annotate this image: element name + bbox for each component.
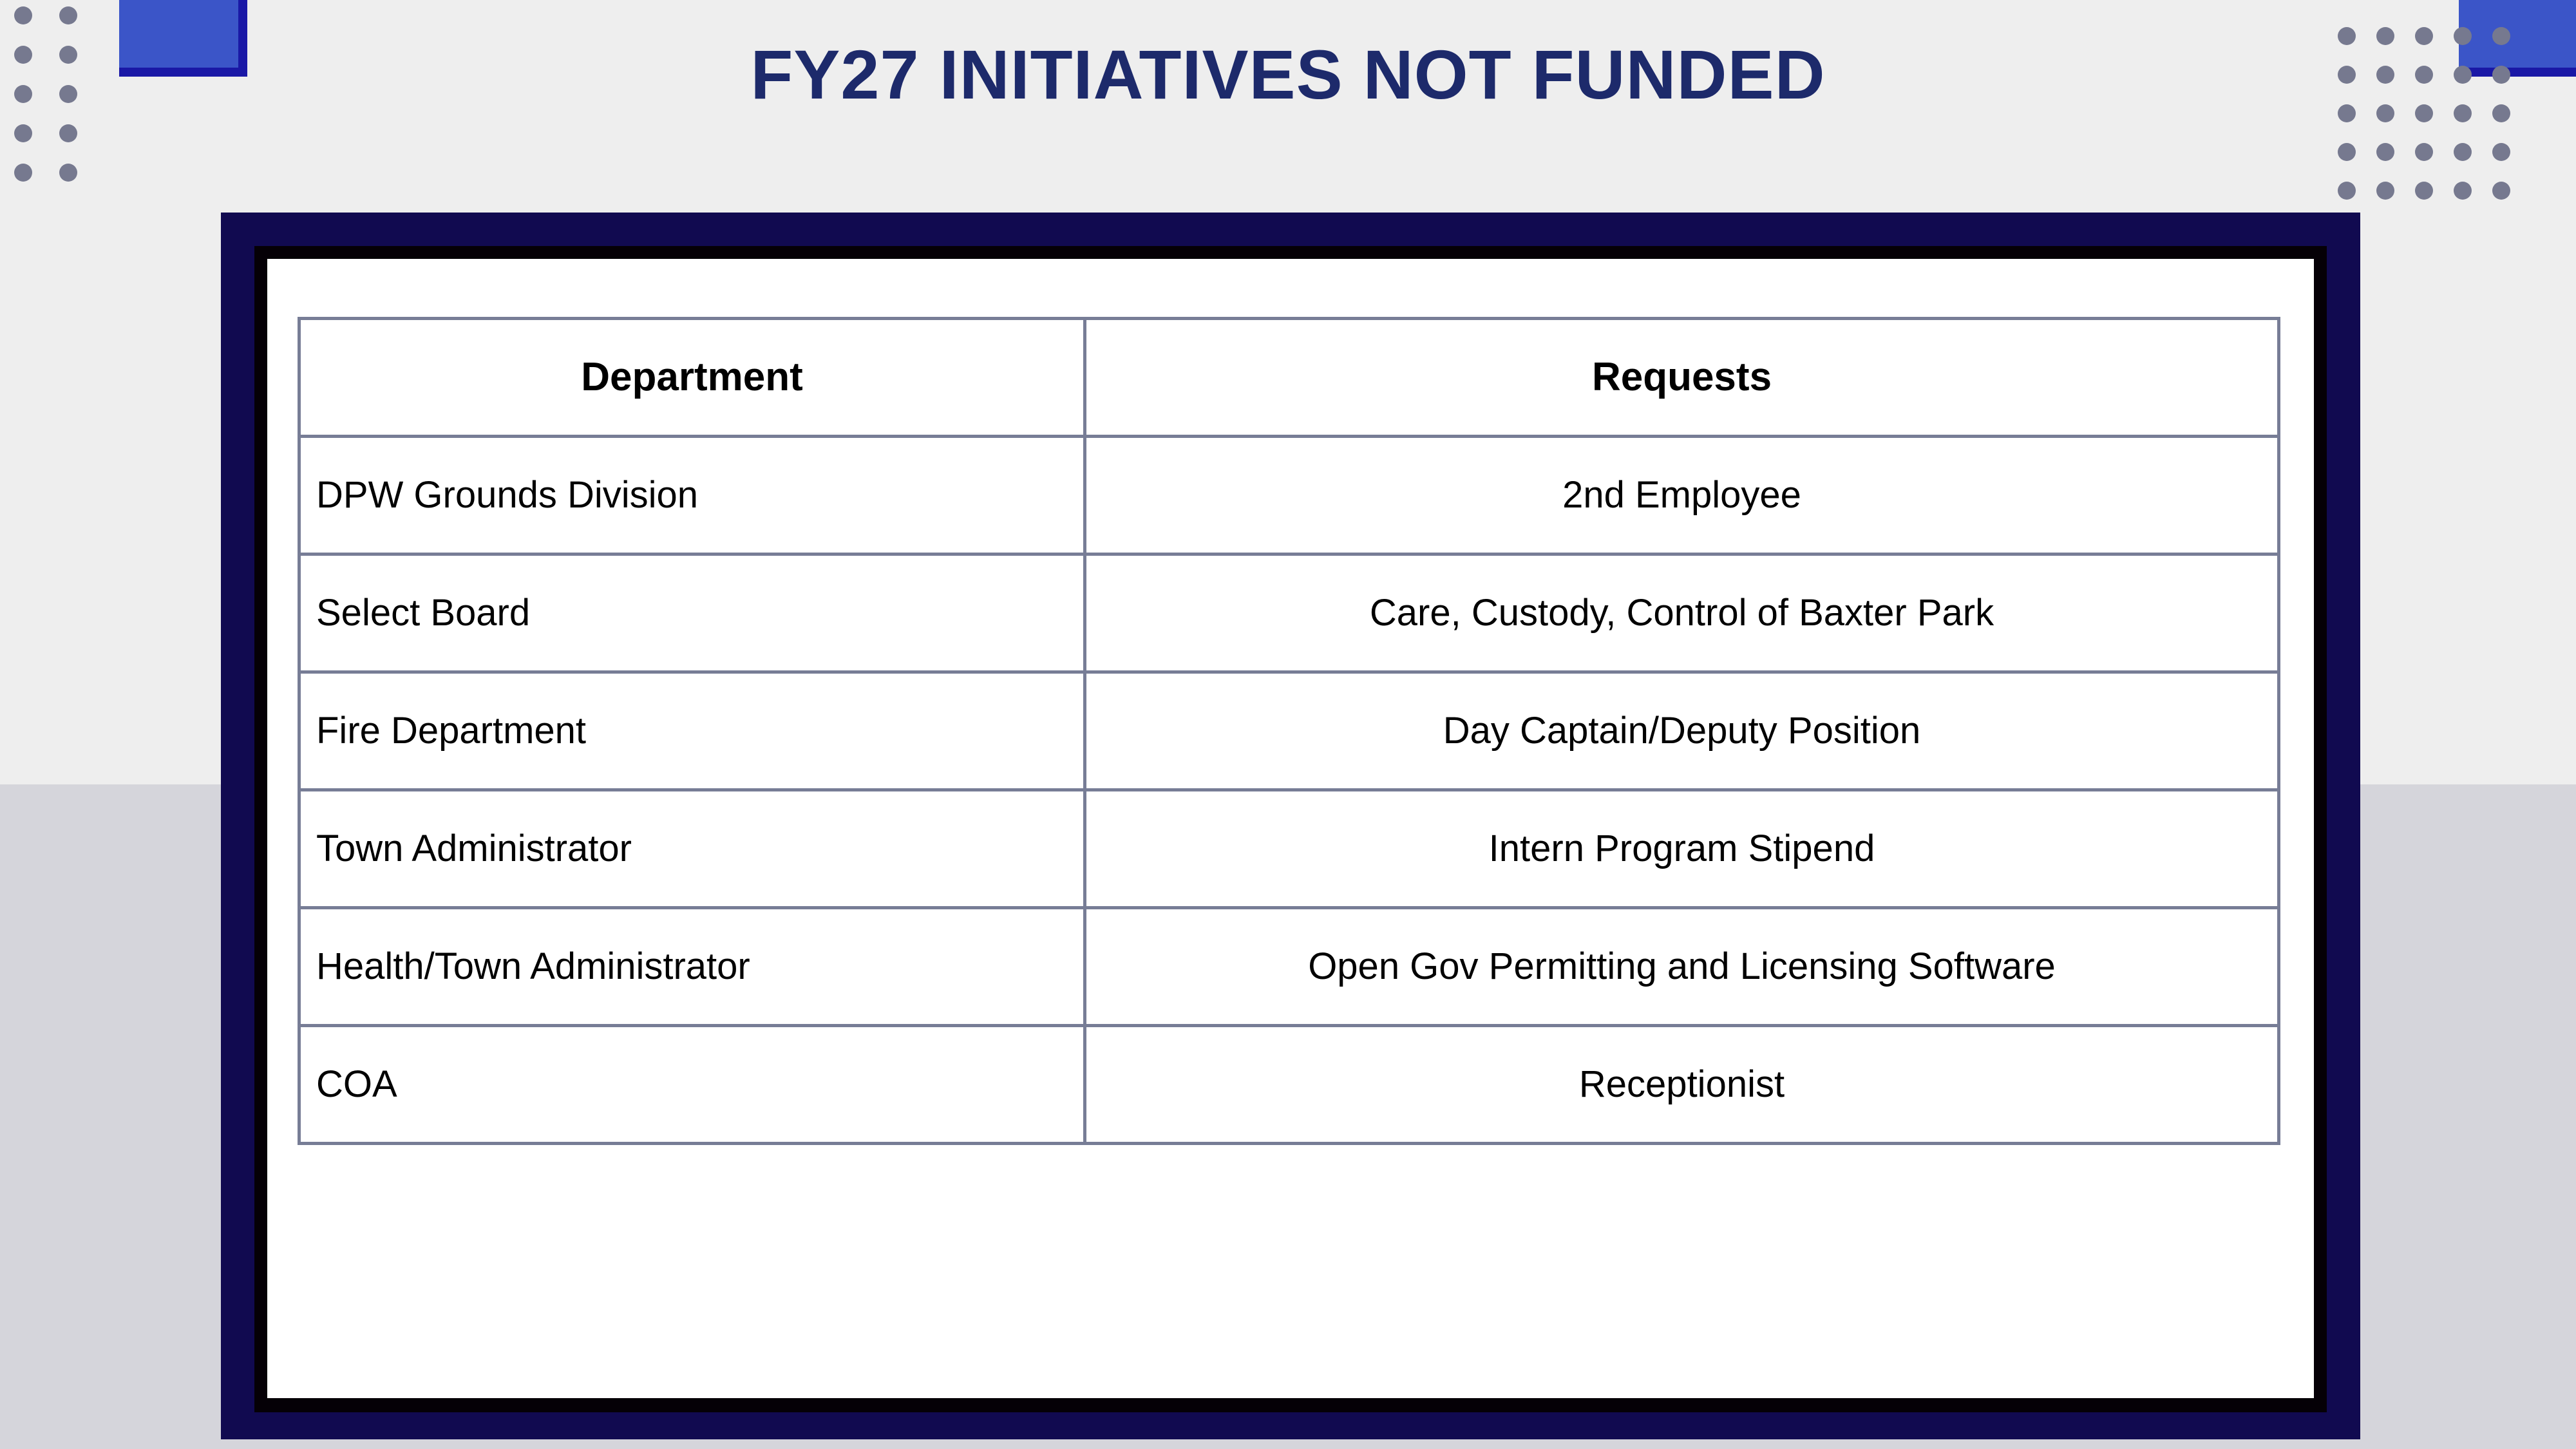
cell-request: Day Captain/Deputy Position [1083, 670, 2280, 791]
cell-request: Open Gov Permitting and Licensing Softwa… [1083, 906, 2280, 1027]
table-row: COA Receptionist [298, 1024, 2280, 1145]
decorative-dot [2415, 182, 2433, 200]
decorative-dot [2492, 143, 2510, 161]
decorative-dot [2376, 66, 2394, 84]
decorative-dot [59, 46, 77, 64]
table-body: DPW Grounds Division 2nd Employee Select… [298, 435, 2280, 1145]
decorative-dot [2454, 27, 2472, 45]
table-row: Select Board Care, Custody, Control of B… [298, 553, 2280, 674]
table-row: DPW Grounds Division 2nd Employee [298, 435, 2280, 556]
cell-request: Receptionist [1083, 1024, 2280, 1145]
cell-department: Town Administrator [298, 788, 1086, 909]
decorative-dot [59, 164, 77, 182]
cell-request: Intern Program Stipend [1083, 788, 2280, 909]
cell-request: 2nd Employee [1083, 435, 2280, 556]
decorative-dot [2338, 182, 2356, 200]
decorative-dot [2376, 27, 2394, 45]
top-left-blue-rectangle [119, 0, 247, 77]
decorative-dot [2338, 104, 2356, 122]
cell-department: Fire Department [298, 670, 1086, 791]
top-left-dot-grid [14, 6, 104, 203]
decorative-dot [59, 124, 77, 142]
cell-request: Care, Custody, Control of Baxter Park [1083, 553, 2280, 674]
decorative-dot [2454, 182, 2472, 200]
decorative-dot [2415, 143, 2433, 161]
decorative-dot [2376, 143, 2394, 161]
initiatives-table: Department Requests DPW Grounds Division… [298, 317, 2280, 1145]
cell-department: Health/Town Administrator [298, 906, 1086, 1027]
decorative-dot [59, 6, 77, 24]
cell-department: DPW Grounds Division [298, 435, 1086, 556]
decorative-dot [59, 85, 77, 103]
decorative-dot [2415, 66, 2433, 84]
decorative-dot [2492, 182, 2510, 200]
decorative-dot [2492, 104, 2510, 122]
page-title: FY27 INITIATIVES NOT FUNDED [750, 35, 1826, 113]
decorative-dot [14, 85, 32, 103]
top-right-blue-rectangle [2459, 0, 2576, 77]
table-header-row: Department Requests [298, 317, 2280, 438]
table-row: Health/Town Administrator Open Gov Permi… [298, 906, 2280, 1027]
decorative-dot [2454, 66, 2472, 84]
decorative-dot [14, 46, 32, 64]
decorative-dot [2492, 27, 2510, 45]
decorative-dot [2492, 66, 2510, 84]
decorative-dot [2338, 66, 2356, 84]
content-frame: Department Requests DPW Grounds Division… [221, 213, 2360, 1439]
table-head: Department Requests [298, 317, 2280, 438]
top-right-dot-grid [2338, 27, 2531, 220]
table-row: Town Administrator Intern Program Stipen… [298, 788, 2280, 909]
decorative-dot [2454, 104, 2472, 122]
content-frame-inner-border: Department Requests DPW Grounds Division… [254, 246, 2327, 1412]
decorative-dot [14, 164, 32, 182]
decorative-dot [14, 6, 32, 24]
decorative-dot [14, 124, 32, 142]
decorative-dot [2415, 27, 2433, 45]
decorative-dot [2376, 182, 2394, 200]
cell-department: Select Board [298, 553, 1086, 674]
decorative-dot [2415, 104, 2433, 122]
table-row: Fire Department Day Captain/Deputy Posit… [298, 670, 2280, 791]
decorative-dot [2338, 27, 2356, 45]
decorative-dot [2454, 143, 2472, 161]
cell-department: COA [298, 1024, 1086, 1145]
decorative-dot [2338, 143, 2356, 161]
column-header-requests: Requests [1083, 317, 2280, 438]
column-header-department: Department [298, 317, 1086, 438]
decorative-dot [2376, 104, 2394, 122]
content-sheet: Department Requests DPW Grounds Division… [267, 259, 2314, 1398]
